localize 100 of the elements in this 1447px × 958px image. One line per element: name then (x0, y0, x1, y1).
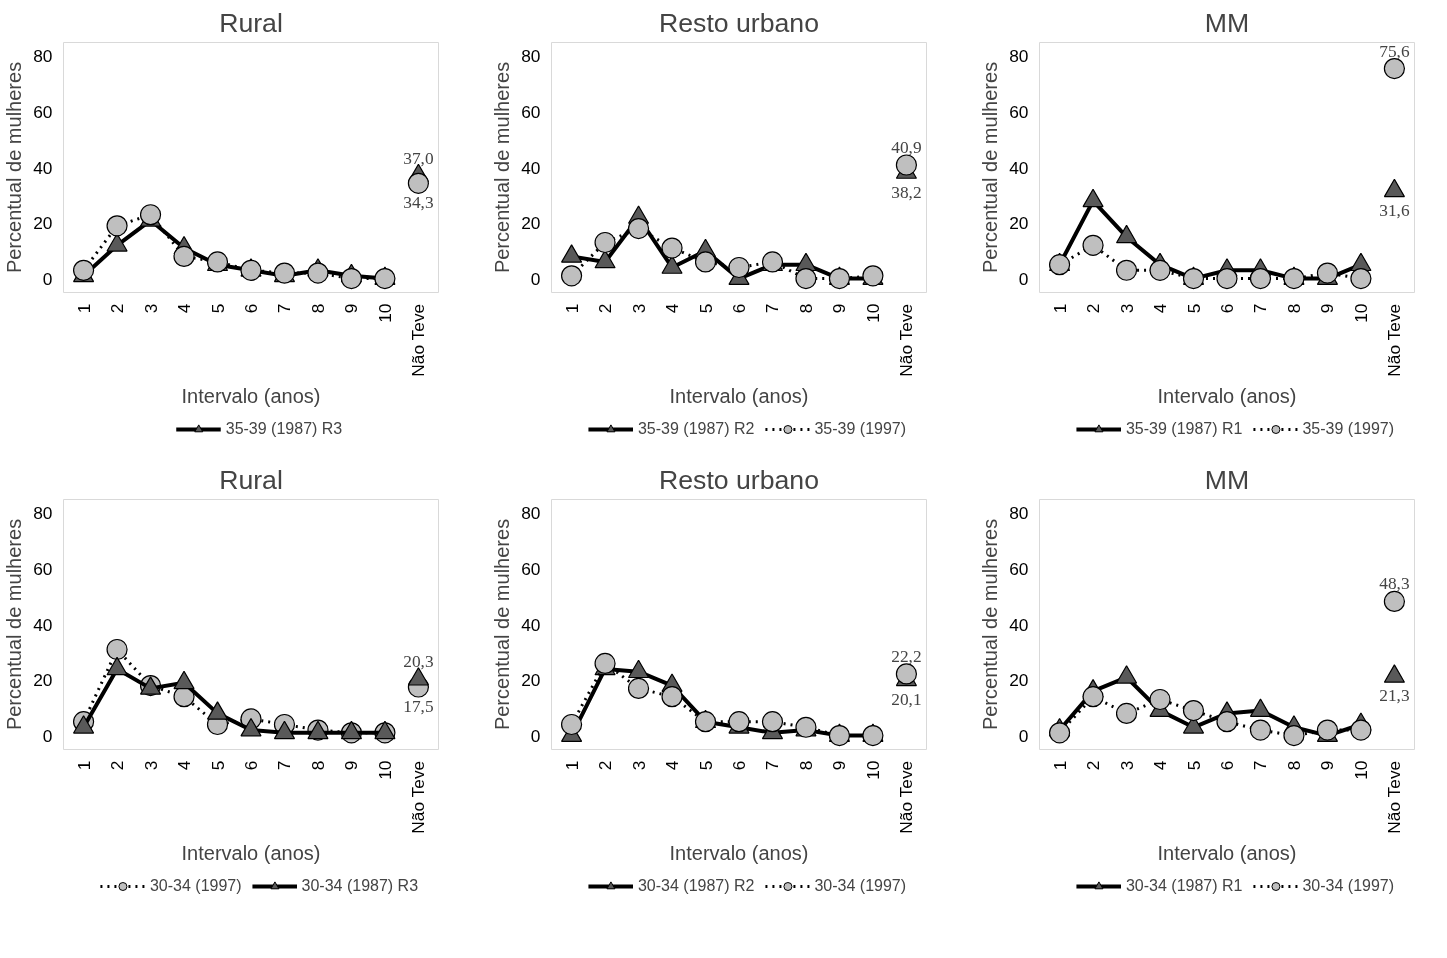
x-tick-label: 5 (207, 303, 228, 314)
chart-title: Rural (219, 7, 283, 38)
y-tick-label: 40 (521, 157, 541, 178)
data-label: 75,6 (1379, 41, 1410, 61)
y-axis-title: Percentual de mulheres (979, 61, 1002, 274)
x-tick-label: 6 (729, 760, 749, 771)
x-tick-label: 10 (1350, 760, 1371, 780)
y-tick-label: 20 (521, 670, 541, 691)
legend-label: 35-39 (1997) (814, 420, 907, 438)
x-tick-label: 9 (341, 760, 362, 771)
x-tick-label: 2 (595, 303, 616, 314)
x-tick-label: 5 (695, 303, 716, 314)
x-tick-label: 5 (207, 760, 228, 771)
x-tick-label: 10 (1350, 303, 1371, 323)
x-tick-label: 6 (1217, 303, 1237, 314)
x-tick-label: 9 (341, 303, 362, 314)
x-tick-label: 8 (307, 760, 328, 771)
y-tick-label: 60 (33, 558, 53, 579)
y-tick-label: 60 (33, 101, 53, 122)
data-label: 21,3 (1379, 686, 1410, 706)
x-tick-label: 1 (561, 760, 582, 771)
legend-label: 30-34 (1987) R3 (301, 877, 419, 895)
x-tick-label: 1 (561, 303, 582, 314)
x-tick-label: 4 (1150, 760, 1171, 771)
x-tick-label: 2 (107, 303, 128, 314)
data-label: 48,3 (1379, 574, 1410, 594)
y-tick-label: 80 (33, 503, 53, 524)
data-label: 20,1 (891, 689, 922, 709)
x-tick-label: 2 (1083, 303, 1104, 314)
x-tick-label: 5 (1183, 760, 1204, 771)
x-tick-label: 8 (1283, 303, 1304, 314)
x-tick-label: 6 (729, 303, 749, 314)
x-tick-label: 5 (695, 760, 716, 771)
y-tick-label: 40 (33, 614, 53, 635)
y-axis-title: Percentual de mulheres (979, 518, 1002, 731)
y-tick-label: 0 (530, 725, 541, 746)
y-axis-title: Percentual de mulheres (3, 61, 26, 274)
x-tick-label: 7 (762, 303, 783, 314)
y-tick-label: 40 (33, 157, 53, 178)
chart-title: Rural (219, 464, 283, 495)
x-tick-label: 6 (241, 303, 261, 314)
x-tick-label: 2 (1083, 760, 1104, 771)
chart-title: Resto urbano (658, 7, 820, 38)
y-tick-label: 0 (1018, 725, 1029, 746)
y-axis-title: Percentual de mulheres (491, 518, 514, 731)
x-tick-label: 3 (140, 303, 161, 314)
x-tick-label: 4 (662, 303, 683, 314)
x-tick-label: 3 (140, 760, 161, 771)
x-tick-label: 7 (274, 303, 295, 314)
x-tick-label: Não Teve (408, 303, 429, 377)
x-tick-label: 10 (862, 303, 883, 323)
y-tick-label: 80 (33, 46, 53, 67)
x-axis-title: Intervalo (anos) (181, 841, 321, 864)
x-tick-label: 8 (795, 303, 816, 314)
y-tick-label: 0 (42, 268, 53, 289)
y-tick-label: 20 (1009, 670, 1029, 691)
x-tick-label: 3 (1116, 760, 1137, 771)
x-tick-label: 3 (628, 760, 649, 771)
x-tick-label: 10 (374, 760, 395, 780)
y-tick-label: 80 (1009, 46, 1029, 67)
y-tick-label: 60 (1009, 558, 1029, 579)
data-label: 31,6 (1379, 200, 1410, 220)
x-tick-label: 10 (374, 303, 395, 323)
y-tick-label: 40 (1009, 614, 1029, 635)
x-tick-label: Não Teve (1384, 760, 1405, 834)
x-tick-label: 8 (1283, 760, 1304, 771)
x-tick-label: 8 (307, 303, 328, 314)
chart-title: MM (1204, 7, 1250, 38)
x-axis-title: Intervalo (anos) (181, 384, 321, 407)
legend-label: 35-39 (1997) (1302, 420, 1395, 438)
x-tick-label: Não Teve (1384, 303, 1405, 377)
x-tick-label: 1 (1049, 760, 1070, 771)
y-tick-label: 60 (521, 558, 541, 579)
x-tick-label: Não Teve (896, 303, 917, 377)
y-tick-label: 80 (521, 503, 541, 524)
x-tick-label: 3 (628, 303, 649, 314)
data-label: 40,9 (891, 138, 922, 157)
y-tick-label: 0 (530, 268, 541, 289)
y-tick-label: 40 (521, 614, 541, 635)
data-label: 22,2 (891, 646, 922, 666)
y-tick-label: 80 (1009, 503, 1029, 524)
y-tick-label: 0 (42, 725, 53, 746)
x-tick-label: 1 (73, 303, 94, 314)
x-tick-label: 5 (1183, 303, 1204, 314)
x-tick-label: Não Teve (408, 760, 429, 834)
legend-label: 30-34 (1997) (149, 877, 242, 895)
data-label: 20,3 (403, 652, 434, 672)
x-tick-label: 4 (1150, 303, 1171, 314)
x-tick-label: 1 (73, 760, 94, 771)
x-axis-title: Intervalo (anos) (669, 384, 809, 407)
x-tick-label: 7 (1250, 303, 1271, 314)
legend-label: 30-34 (1997) (814, 877, 907, 895)
x-tick-label: 4 (662, 760, 683, 771)
chart-title: MM (1204, 464, 1250, 495)
x-tick-label: 7 (274, 760, 295, 771)
x-tick-label: 6 (241, 760, 261, 771)
x-tick-label: 9 (829, 303, 850, 314)
x-tick-label: 7 (1250, 760, 1271, 771)
legend-label: 35-39 (1987) R2 (637, 420, 755, 438)
x-tick-label: 8 (795, 760, 816, 771)
